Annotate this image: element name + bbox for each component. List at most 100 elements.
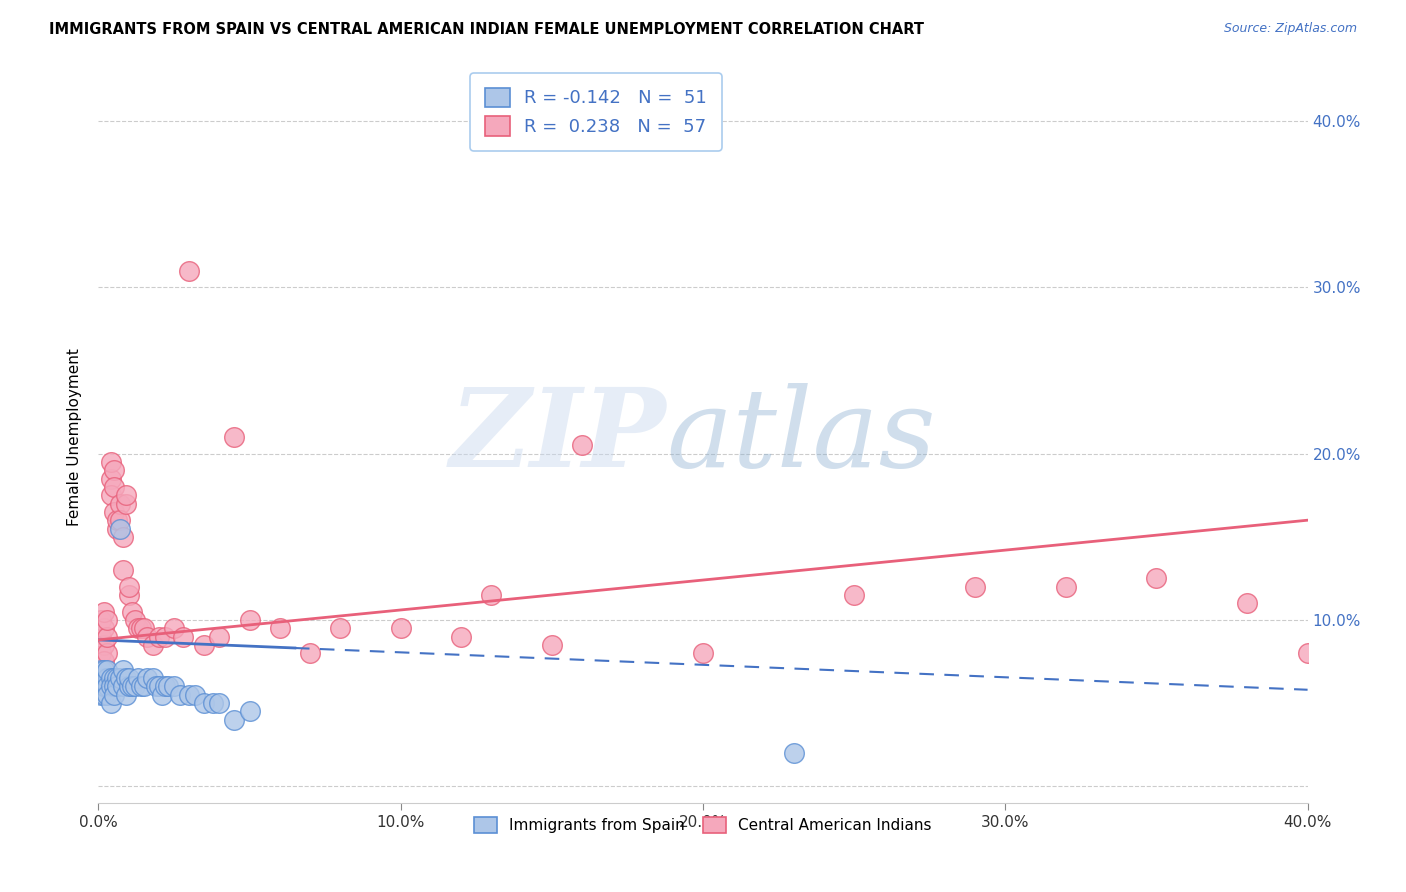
Point xyxy=(100,680,122,694)
Point xyxy=(96,680,118,694)
Point xyxy=(150,688,173,702)
Point xyxy=(103,671,125,685)
Point xyxy=(127,621,149,635)
Point xyxy=(571,438,593,452)
Point xyxy=(481,588,503,602)
Point xyxy=(129,621,152,635)
Point xyxy=(389,621,412,635)
Point xyxy=(121,605,143,619)
Point xyxy=(239,613,262,627)
Text: atlas: atlas xyxy=(666,384,936,491)
Point xyxy=(202,696,225,710)
Point xyxy=(142,671,165,685)
Point xyxy=(118,588,141,602)
Point xyxy=(329,621,352,635)
Text: Source: ZipAtlas.com: Source: ZipAtlas.com xyxy=(1223,22,1357,36)
Point xyxy=(96,646,118,660)
Point xyxy=(450,630,472,644)
Point xyxy=(145,680,167,694)
Point xyxy=(100,696,122,710)
Point xyxy=(114,671,136,685)
Point xyxy=(172,630,194,644)
Point xyxy=(100,488,122,502)
Point xyxy=(96,663,118,677)
Point xyxy=(93,655,115,669)
Point xyxy=(118,671,141,685)
Point xyxy=(163,680,186,694)
Point xyxy=(114,497,136,511)
Point xyxy=(100,671,122,685)
Point xyxy=(153,630,176,644)
Point xyxy=(156,680,179,694)
Point xyxy=(111,530,134,544)
Point xyxy=(127,671,149,685)
Point xyxy=(114,688,136,702)
Point xyxy=(153,680,176,694)
Point xyxy=(103,463,125,477)
Point xyxy=(193,696,215,710)
Y-axis label: Female Unemployment: Female Unemployment xyxy=(67,348,83,526)
Point xyxy=(90,688,112,702)
Point xyxy=(93,671,115,685)
Point xyxy=(100,455,122,469)
Legend: Immigrants from Spain, Central American Indians: Immigrants from Spain, Central American … xyxy=(468,811,938,839)
Point xyxy=(103,505,125,519)
Point xyxy=(96,630,118,644)
Point xyxy=(111,563,134,577)
Point xyxy=(111,680,134,694)
Point xyxy=(132,621,155,635)
Point xyxy=(1236,596,1258,610)
Point xyxy=(1144,571,1167,585)
Point xyxy=(193,638,215,652)
Point xyxy=(1296,646,1319,660)
Point xyxy=(90,680,112,694)
Point xyxy=(129,680,152,694)
Point xyxy=(179,264,201,278)
Point xyxy=(90,671,112,685)
Point xyxy=(93,680,115,694)
Point xyxy=(184,688,207,702)
Point xyxy=(90,613,112,627)
Point xyxy=(121,680,143,694)
Point xyxy=(269,621,291,635)
Point xyxy=(105,521,128,535)
Point xyxy=(93,638,115,652)
Point xyxy=(108,521,131,535)
Point xyxy=(105,513,128,527)
Point xyxy=(142,638,165,652)
Point xyxy=(93,605,115,619)
Point xyxy=(844,588,866,602)
Point xyxy=(108,671,131,685)
Point xyxy=(103,688,125,702)
Point xyxy=(124,613,146,627)
Point xyxy=(90,630,112,644)
Point xyxy=(114,488,136,502)
Point xyxy=(96,688,118,702)
Point xyxy=(163,621,186,635)
Point xyxy=(108,497,131,511)
Point xyxy=(1054,580,1077,594)
Point xyxy=(783,746,806,760)
Point xyxy=(100,472,122,486)
Point xyxy=(224,713,246,727)
Point xyxy=(179,688,201,702)
Text: IMMIGRANTS FROM SPAIN VS CENTRAL AMERICAN INDIAN FEMALE UNEMPLOYMENT CORRELATION: IMMIGRANTS FROM SPAIN VS CENTRAL AMERICA… xyxy=(49,22,924,37)
Point xyxy=(540,638,562,652)
Point xyxy=(105,680,128,694)
Point xyxy=(93,680,115,694)
Point xyxy=(148,680,170,694)
Point xyxy=(93,621,115,635)
Point xyxy=(105,671,128,685)
Point xyxy=(93,688,115,702)
Point xyxy=(132,680,155,694)
Point xyxy=(124,680,146,694)
Point xyxy=(692,646,714,660)
Point xyxy=(103,480,125,494)
Point xyxy=(108,513,131,527)
Point xyxy=(135,630,157,644)
Point xyxy=(90,663,112,677)
Point xyxy=(148,630,170,644)
Point xyxy=(169,688,191,702)
Point xyxy=(96,613,118,627)
Point xyxy=(135,671,157,685)
